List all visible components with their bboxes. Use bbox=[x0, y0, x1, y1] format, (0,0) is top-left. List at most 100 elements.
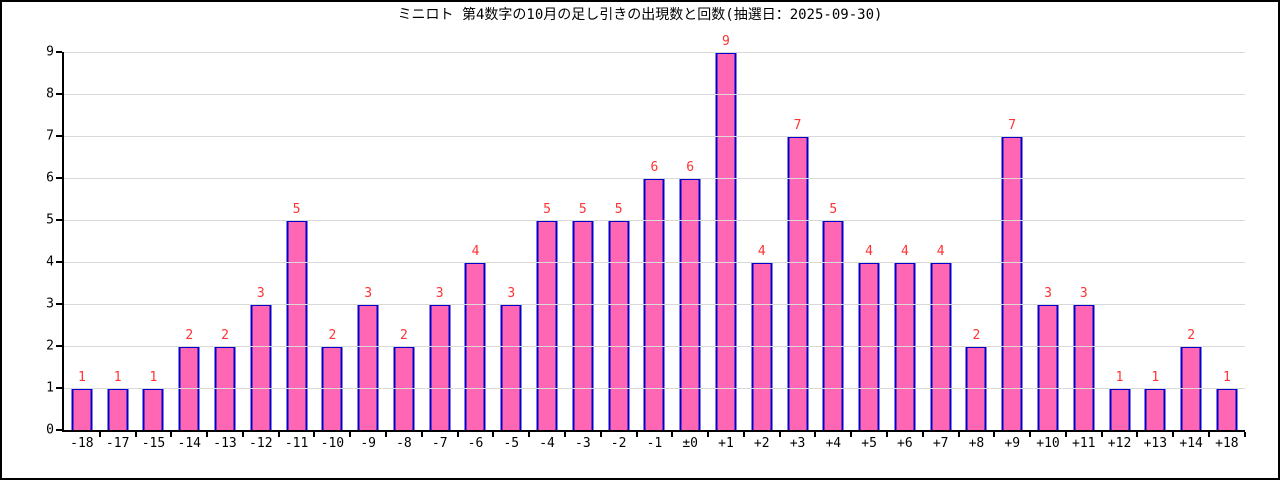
x-tick bbox=[1172, 432, 1175, 437]
bar-column: 2 -8 bbox=[386, 52, 423, 450]
x-tick bbox=[1208, 432, 1210, 437]
bar bbox=[1144, 388, 1166, 430]
x-tick bbox=[635, 432, 638, 437]
gridline bbox=[64, 177, 1245, 179]
x-axis-label: -10 bbox=[320, 436, 345, 451]
y-tick bbox=[56, 51, 62, 53]
value-label: 6 bbox=[686, 160, 695, 176]
y-axis-label: 8 bbox=[46, 86, 54, 102]
value-label: 3 bbox=[256, 286, 265, 301]
x-axis-label: -6 bbox=[467, 436, 484, 451]
value-label: 4 bbox=[900, 244, 909, 260]
bar bbox=[608, 220, 630, 430]
bar bbox=[715, 52, 737, 430]
bar-column: 5 -2 bbox=[601, 52, 638, 450]
x-axis-label: -15 bbox=[141, 436, 166, 451]
y-tick bbox=[56, 303, 62, 306]
x-axis-label: -7 bbox=[431, 436, 448, 451]
y-tick bbox=[56, 177, 62, 180]
y-axis-label: 4 bbox=[46, 254, 54, 270]
y-tick bbox=[56, 429, 62, 431]
x-tick bbox=[349, 432, 352, 437]
gridline bbox=[64, 219, 1245, 221]
y-tick bbox=[56, 93, 62, 96]
value-label: 3 bbox=[435, 286, 444, 301]
x-axis-label: +7 bbox=[932, 436, 949, 451]
bar-column: 2 +14 bbox=[1173, 52, 1210, 450]
y-axis-label: 9 bbox=[46, 44, 54, 60]
bar bbox=[1109, 388, 1131, 430]
x-tick bbox=[313, 432, 316, 437]
bar-column: 4 -6 bbox=[458, 52, 495, 450]
x-tick bbox=[599, 432, 602, 437]
value-label: 2 bbox=[221, 328, 229, 344]
x-axis-label: -9 bbox=[360, 436, 376, 451]
bar-column: 1 -18 bbox=[64, 52, 101, 450]
bar-column: 5 -4 bbox=[529, 52, 566, 450]
bar-column: 2 +8 bbox=[959, 52, 996, 450]
x-tick bbox=[1064, 432, 1067, 437]
x-axis-label: +2 bbox=[753, 436, 770, 451]
x-tick bbox=[957, 432, 960, 437]
value-label: 1 bbox=[1151, 370, 1160, 386]
x-axis-label: +12 bbox=[1107, 436, 1132, 451]
gridline bbox=[64, 93, 1245, 95]
x-tick bbox=[993, 432, 996, 437]
bar bbox=[536, 220, 558, 430]
value-label: 5 bbox=[829, 202, 838, 217]
x-tick bbox=[742, 432, 745, 437]
x-axis-label: -12 bbox=[249, 436, 273, 451]
value-label: 2 bbox=[1187, 328, 1196, 344]
x-axis-label: +5 bbox=[861, 436, 877, 451]
x-axis-line bbox=[62, 430, 1245, 432]
x-axis-label: +10 bbox=[1036, 436, 1060, 451]
plot-area: 1 -18 1 -17 1 -15 2 -14 2 -13 3 -12 5 -11 2 -10 3 -9 2 -8 3-… bbox=[46, 35, 1246, 450]
x-tick bbox=[456, 432, 459, 437]
x-axis-label: +11 bbox=[1072, 436, 1096, 451]
x-axis-label: +8 bbox=[968, 436, 985, 451]
bar-column: 1 +18 bbox=[1209, 52, 1246, 450]
x-tick bbox=[241, 432, 244, 437]
bar bbox=[429, 304, 451, 430]
x-axis-label: -1 bbox=[646, 436, 663, 451]
bar-column: 6 -1 bbox=[637, 52, 674, 450]
y-axis-line bbox=[62, 52, 64, 432]
bar bbox=[1073, 304, 1095, 430]
x-tick bbox=[134, 432, 137, 437]
y-axis-label: 1 bbox=[46, 380, 54, 396]
x-tick bbox=[206, 432, 209, 437]
value-label: 1 bbox=[1222, 370, 1231, 386]
x-tick bbox=[921, 432, 924, 437]
bar bbox=[286, 220, 308, 430]
x-axis-label: +9 bbox=[1004, 436, 1021, 451]
x-tick bbox=[885, 432, 888, 437]
gridline bbox=[64, 387, 1245, 389]
y-axis-label: 6 bbox=[46, 170, 54, 186]
y-axis-label: 5 bbox=[46, 212, 54, 228]
bar bbox=[250, 304, 272, 430]
value-label: 7 bbox=[793, 118, 802, 133]
bar-column: 9 +1 bbox=[708, 35, 745, 450]
x-axis-label: +1 bbox=[718, 436, 734, 451]
x-axis-label: -17 bbox=[105, 436, 130, 451]
bar-column: 5 -3 bbox=[565, 52, 602, 450]
gridline bbox=[64, 261, 1245, 263]
value-label: 3 bbox=[1044, 286, 1052, 301]
y-axis-label: 0 bbox=[46, 422, 54, 438]
x-tick bbox=[1243, 432, 1246, 437]
bar-column: 1 +12 bbox=[1102, 52, 1139, 450]
x-axis-label: +14 bbox=[1179, 436, 1203, 451]
bar bbox=[357, 304, 379, 430]
bar-column: 4 +2 bbox=[744, 52, 781, 450]
x-axis-label: -8 bbox=[396, 436, 412, 451]
y-axis-label: 3 bbox=[46, 296, 54, 312]
x-tick bbox=[170, 432, 173, 437]
value-label: 6 bbox=[650, 160, 659, 176]
x-tick bbox=[850, 432, 853, 437]
bar-column: 4 +7 bbox=[923, 52, 960, 450]
x-tick bbox=[385, 432, 388, 437]
bar-column: 1 -17 bbox=[100, 52, 137, 450]
value-label: 3 bbox=[1079, 286, 1088, 301]
value-label: 3 bbox=[364, 286, 373, 301]
